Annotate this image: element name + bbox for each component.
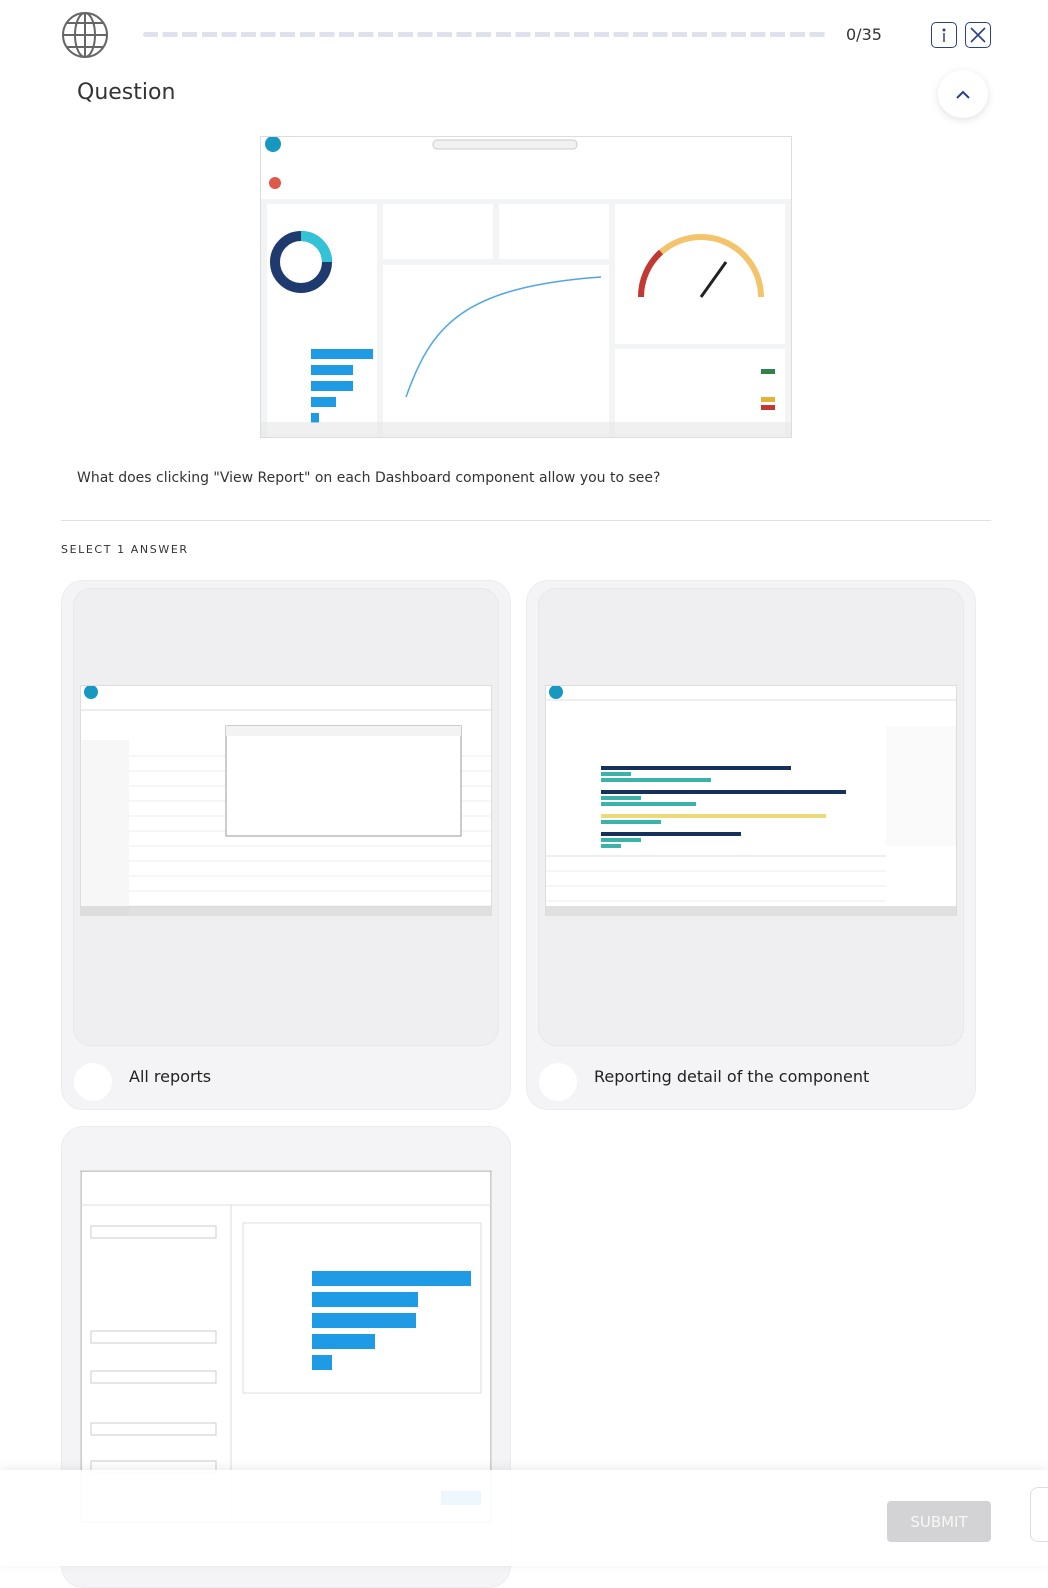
answer-card[interactable]: Reporting detail of the component (526, 580, 976, 1110)
side-tab[interactable] (1030, 1487, 1048, 1542)
globe-icon (62, 12, 108, 58)
progress-bar (143, 32, 829, 37)
footer-bar: SUBMIT (0, 1470, 1048, 1566)
answer-image-frame (538, 588, 964, 1046)
question-heading: Question (77, 80, 176, 105)
submit-button[interactable]: SUBMIT (887, 1501, 991, 1542)
close-button[interactable] (965, 22, 991, 48)
answer-card[interactable]: All reports (61, 580, 511, 1110)
answer-label: Reporting detail of the component (594, 1067, 870, 1086)
close-icon (970, 27, 986, 43)
answer-image-frame (73, 588, 499, 1046)
chevron-up (956, 90, 970, 99)
answer-label: All reports (129, 1067, 212, 1086)
radio-button[interactable] (539, 1063, 577, 1101)
radio-button[interactable] (74, 1063, 112, 1101)
collapse-button[interactable] (938, 70, 988, 118)
progress-count: 0/35 (846, 25, 882, 44)
answer-image (81, 686, 491, 915)
question-text: What does clicking "View Report" on each… (77, 470, 661, 486)
info-icon (942, 28, 946, 42)
question-image (261, 137, 791, 437)
answer-image (546, 686, 956, 915)
divider (61, 520, 991, 521)
info-button[interactable] (931, 22, 957, 48)
instructions: SELECT 1 ANSWER (61, 543, 189, 556)
answer-image (81, 1171, 491, 1522)
